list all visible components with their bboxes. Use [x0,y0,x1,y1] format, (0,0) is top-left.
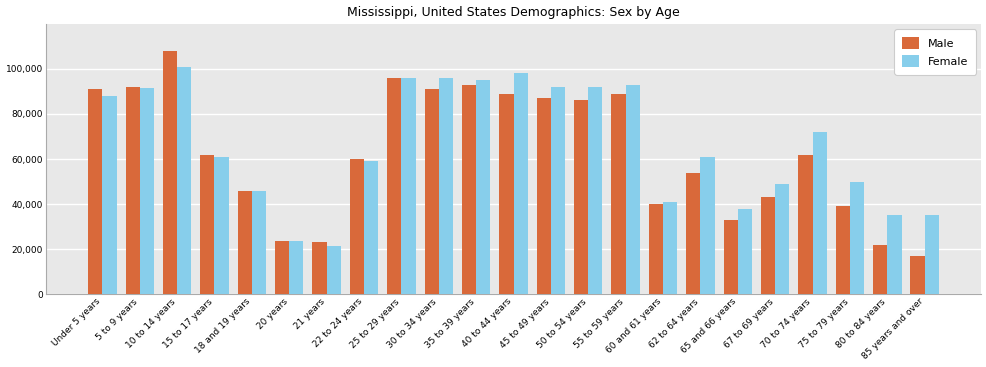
Bar [499,94,513,294]
Bar [251,190,266,294]
Bar [214,157,229,294]
Bar [461,85,475,294]
Bar [700,157,714,294]
Bar [798,155,811,294]
Bar [648,204,663,294]
Bar [685,172,700,294]
Bar [738,208,751,294]
Bar [811,132,826,294]
Bar [176,67,191,294]
Legend: Male, Female: Male, Female [893,29,975,75]
Bar [439,78,453,294]
Bar [849,182,864,294]
Bar [574,101,588,294]
Title: Mississippi, United States Demographics: Sex by Age: Mississippi, United States Demographics:… [347,6,679,19]
Bar [873,244,886,294]
Bar [364,161,378,294]
Bar [723,220,738,294]
Bar [401,78,415,294]
Bar [88,89,103,294]
Bar [663,202,676,294]
Bar [125,87,140,294]
Bar [313,242,326,294]
Bar [588,87,601,294]
Bar [326,246,340,294]
Bar [275,241,289,294]
Bar [349,159,364,294]
Bar [103,96,116,294]
Bar [387,78,401,294]
Bar [238,190,251,294]
Bar [774,184,789,294]
Bar [536,98,550,294]
Bar [611,94,625,294]
Bar [909,256,924,294]
Bar [760,197,774,294]
Bar [550,87,565,294]
Bar [886,215,900,294]
Bar [289,241,303,294]
Bar [140,88,154,294]
Bar [200,155,214,294]
Bar [475,80,490,294]
Bar [513,73,528,294]
Bar [163,51,176,294]
Bar [424,89,439,294]
Bar [625,85,639,294]
Bar [924,215,938,294]
Bar [835,206,849,294]
